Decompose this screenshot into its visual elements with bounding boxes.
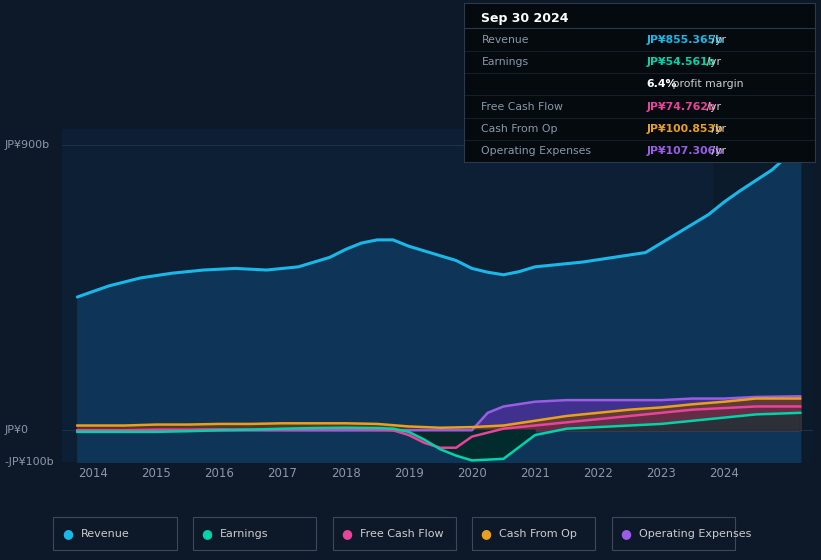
Text: Cash From Op: Cash From Op (499, 529, 577, 539)
Text: ●: ● (480, 527, 492, 540)
Text: /yr: /yr (703, 57, 721, 67)
Text: /yr: /yr (703, 101, 721, 111)
Text: /yr: /yr (709, 124, 727, 134)
Text: JP¥74.762b: JP¥74.762b (647, 101, 717, 111)
Text: Sep 30 2024: Sep 30 2024 (481, 12, 569, 25)
Text: Cash From Op: Cash From Op (481, 124, 558, 134)
Text: JP¥0: JP¥0 (4, 425, 28, 435)
Text: 6.4%: 6.4% (647, 79, 677, 89)
Text: Operating Expenses: Operating Expenses (639, 529, 751, 539)
Text: JP¥855.365b: JP¥855.365b (647, 35, 723, 44)
Text: /yr: /yr (709, 35, 727, 44)
Text: JP¥900b: JP¥900b (4, 139, 49, 150)
Text: profit margin: profit margin (669, 79, 744, 89)
Text: ●: ● (201, 527, 213, 540)
Text: Revenue: Revenue (481, 35, 529, 44)
Text: Free Cash Flow: Free Cash Flow (481, 101, 563, 111)
Text: Free Cash Flow: Free Cash Flow (360, 529, 443, 539)
Bar (713, 129, 813, 462)
Text: ●: ● (62, 527, 73, 540)
Text: /yr: /yr (709, 146, 727, 156)
Text: JP¥54.561b: JP¥54.561b (647, 57, 716, 67)
Text: ●: ● (620, 527, 631, 540)
Text: JP¥100.853b: JP¥100.853b (647, 124, 723, 134)
Text: Operating Expenses: Operating Expenses (481, 146, 591, 156)
Text: ●: ● (341, 527, 352, 540)
Text: -JP¥100b: -JP¥100b (4, 457, 53, 467)
Text: Earnings: Earnings (220, 529, 268, 539)
Text: Revenue: Revenue (80, 529, 129, 539)
Text: JP¥107.306b: JP¥107.306b (647, 146, 723, 156)
Text: Earnings: Earnings (481, 57, 529, 67)
